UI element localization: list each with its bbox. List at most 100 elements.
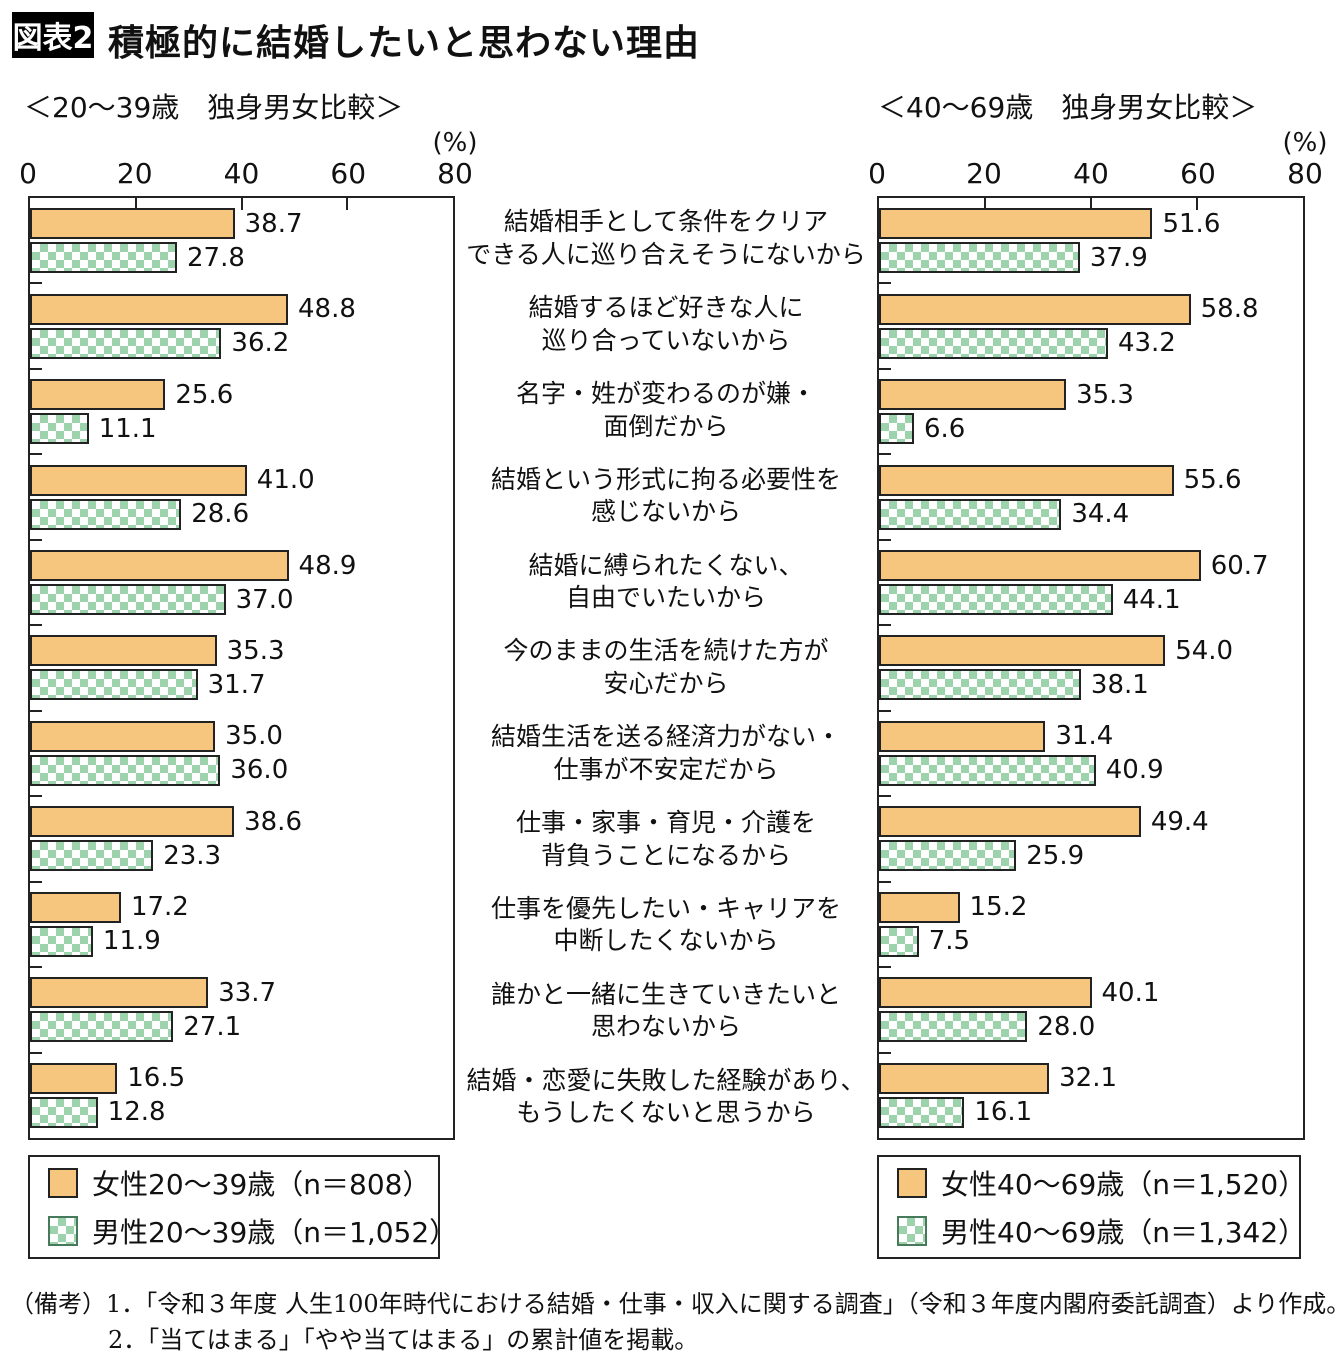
male-bar [879,925,919,957]
axis-tick-label: 80 [1287,157,1323,190]
bar-group: 48.9 37.0 [28,540,453,627]
value-label: 35.3 [226,635,285,666]
female-bar [879,208,1153,240]
category-label: 名字・姓が変わるのが嫌・ 面倒だから [515,379,816,441]
right-chart-subtitle: ＜40〜69歳 独身男女比較＞ [878,91,1258,124]
bar-line: 16.5 [30,1062,453,1094]
bar-line: 49.4 [879,806,1303,838]
bar-line: 27.1 [30,1011,453,1043]
bar-line: 16.1 [879,1096,1303,1128]
axis-tick-label: 0 [868,157,886,190]
bar-line: 58.8 [879,293,1303,325]
bar-line: 35.3 [30,635,453,667]
value-label: 60.7 [1210,550,1269,581]
value-label: 23.3 [163,840,222,871]
axis-tick-mark [134,198,137,210]
value-label: 40.1 [1101,977,1160,1008]
value-label: 11.9 [102,926,161,957]
female-bar [30,977,209,1009]
axis-tick-mark [346,198,349,210]
male-bar [30,498,182,530]
value-label: 25.6 [175,379,234,410]
value-label: 31.4 [1055,721,1114,752]
male-swatch-icon [897,1216,927,1246]
bar-line: 38.6 [30,806,453,838]
footer-note-1: （備考）1．「令和３年度 人生100年時代における結婚・仕事・収入に関する調査」… [10,1290,1340,1318]
value-label: 49.4 [1150,806,1209,837]
bar-line: 32.1 [879,1062,1303,1094]
value-label: 27.1 [183,1011,242,1042]
bar-group: 25.6 11.1 [28,369,453,456]
bar-group: 35.0 36.0 [28,711,453,798]
bar-line: 31.7 [30,669,453,701]
bar-line: 60.7 [879,550,1303,582]
left-chart-subtitle: ＜20〜39歳 独身男女比較＞ [24,91,404,124]
right-plot-area: 51.6 37.9 58.8 43.2 35.3 6.6 55.6 34.4 60.7 44.1 5… [877,196,1305,1140]
value-label: 16.1 [974,1097,1033,1128]
category-label: 結婚生活を送る経済力がない・ 仕事が不安定だから [490,722,841,784]
category-label: 結婚に縛られたくない、 自由でいたいから [528,550,804,613]
value-label: 31.7 [207,669,266,700]
axis-tick-label: 40 [1073,157,1109,190]
bar-line: 12.8 [30,1096,453,1128]
category-label: 結婚するほど好きな人に 巡り合っていないから [528,293,804,355]
female-bar [879,550,1201,582]
bar-group: 58.8 43.2 [877,283,1303,371]
value-label: 55.6 [1183,465,1242,496]
bar-line: 38.1 [879,669,1303,701]
bar-group: 49.4 25.9 [877,796,1303,884]
value-label: 17.2 [130,892,189,923]
category-label: 仕事を優先したい・キャリアを 中断したくないから [490,893,841,956]
male-bar [30,1011,174,1043]
bar-line: 37.9 [879,242,1303,274]
legend-item: 男性20〜39歳（n＝1,052） [48,1211,457,1251]
value-label: 6.6 [923,413,966,444]
female-bar [30,806,235,838]
bar-group: 35.3 6.6 [877,369,1303,456]
footer-note-2: 2．「当てはまる」「やや当てはまる」の累計値を掲載。 [108,1326,699,1354]
bar-line: 40.9 [879,754,1303,786]
value-label: 36.2 [231,328,290,359]
bar-line: 28.6 [30,498,453,530]
figure-number-badge: 図表2 [12,12,94,58]
category-label: 結婚・恋愛に失敗した経験があり、 もうしたくないと思うから [466,1065,866,1128]
female-bar [879,635,1166,667]
category-label: 誰かと一緒に生きていきたいと 思わないから [490,979,841,1042]
value-label: 12.8 [107,1097,166,1128]
value-label: 54.0 [1175,635,1234,666]
female-bar [30,635,217,667]
female-bar [30,464,247,496]
male-bar [30,584,226,616]
bar-group: 40.1 28.0 [877,967,1303,1054]
bar-line: 51.6 [879,208,1303,240]
bar-line: 54.0 [879,635,1303,667]
bar-line: 36.2 [30,327,453,359]
bar-group: 16.5 12.8 [30,1053,453,1138]
legend-item: 男性40〜69歳（n＝1,342） [897,1211,1306,1251]
bar-group: 55.6 34.4 [877,454,1303,542]
left-plot-area: 38.7 27.8 48.8 36.2 25.6 11.1 41.0 28.6 48.9 37.0… [28,196,455,1140]
axis-tick-mark [240,198,243,210]
bar-group: 15.2 7.5 [877,882,1303,969]
value-label: 33.7 [218,977,277,1008]
female-bar [879,293,1191,325]
bar-line: 35.0 [30,720,453,752]
legend-label: 男性40〜69歳（n＝1,342） [941,1216,1307,1249]
bar-group: 38.7 27.8 [28,198,453,285]
bar-line: 33.7 [30,977,453,1009]
male-bar [879,1096,965,1128]
male-bar [30,669,198,701]
male-bar [30,840,154,872]
value-label: 11.1 [98,413,157,444]
bar-line: 6.6 [879,413,1303,445]
axis-tick-mark [984,198,986,210]
value-label: 40.9 [1105,755,1164,786]
bar-line: 25.9 [879,840,1303,872]
female-bar [879,464,1174,496]
female-bar [30,891,121,923]
right-x-axis: 0 20 40 60 80 [868,157,1323,191]
left-axis-unit-label: (%) [432,128,478,158]
male-bar [30,413,89,445]
bar-group: 41.0 28.6 [28,454,453,542]
